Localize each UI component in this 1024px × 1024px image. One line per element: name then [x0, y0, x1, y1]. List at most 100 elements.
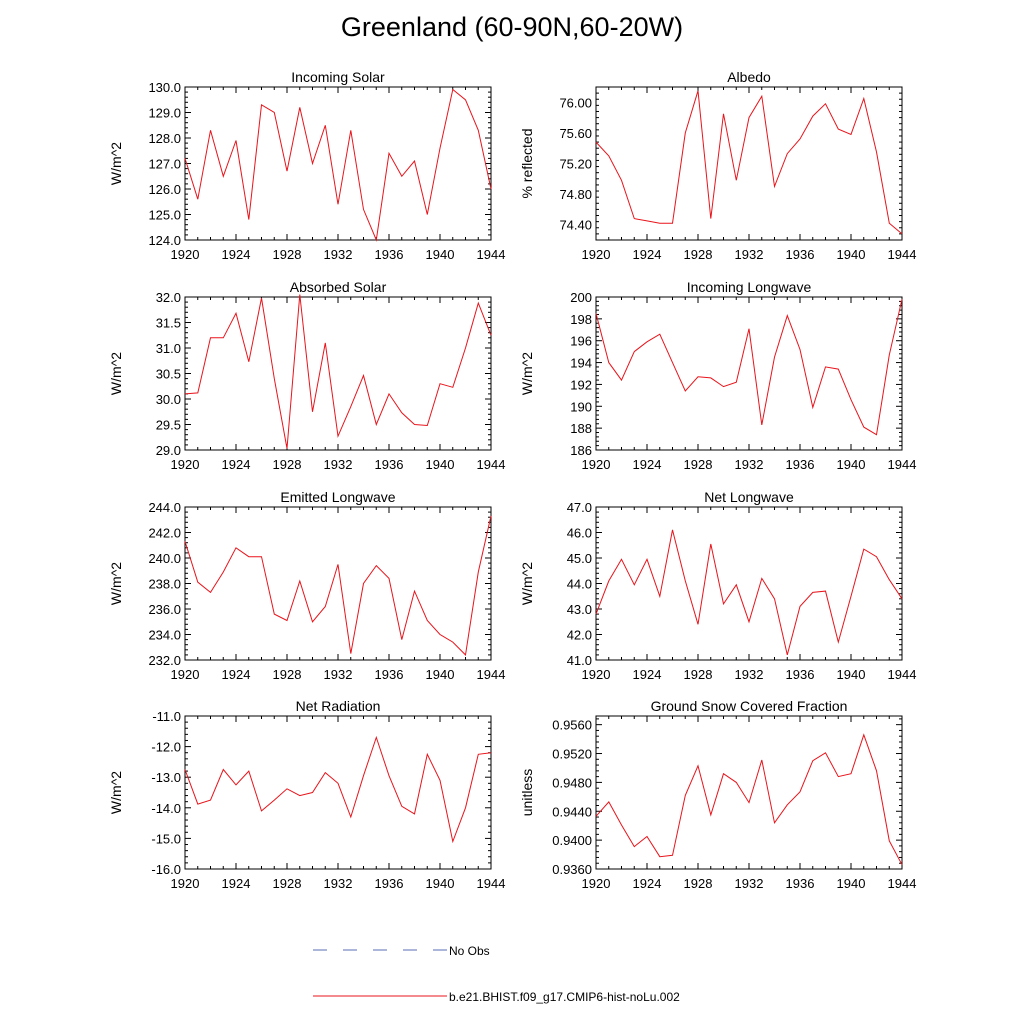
- y-axis-label: W/m^2: [108, 771, 124, 814]
- model-series-line: [184, 88, 492, 242]
- x-tick-label: 1920: [582, 457, 611, 472]
- legend-model-label: b.e21.BHIST.f09_g17.CMIP6-hist-noLu.002: [449, 990, 680, 1004]
- panel-2: 1920 1924 1928 1932 1936 1940 1944 74.40 74.80 75…: [519, 69, 916, 262]
- y-tick-label: -15.0: [151, 831, 181, 846]
- x-tick-label: 1932: [735, 876, 764, 891]
- panel-6: 1920 1924 1928 1932 1936 1940 1944 41.0 42.0 43.0…: [519, 489, 916, 682]
- y-tick-label: 190: [570, 399, 592, 414]
- y-tick-label: -12.0: [151, 740, 181, 755]
- x-tick-label: 1940: [837, 667, 866, 682]
- panel-title: Emitted Longwave: [280, 489, 395, 505]
- x-tick-label: 1924: [633, 876, 662, 891]
- x-tick-label: 1944: [888, 667, 917, 682]
- x-tick-label: 1924: [633, 667, 662, 682]
- y-tick-label: 196: [570, 334, 592, 349]
- x-tick-label: 1936: [375, 876, 404, 891]
- panel-7: 1920 1924 1928 1932 1936 1940 1944 -16.0 -15.0 -1…: [108, 698, 505, 891]
- panel-title: Incoming Longwave: [687, 279, 812, 295]
- x-tick-label: 1932: [324, 247, 353, 262]
- x-tick-label: 1928: [684, 876, 713, 891]
- x-tick-label: 1936: [786, 876, 815, 891]
- x-tick-label: 1944: [477, 667, 506, 682]
- y-tick-label: 128.0: [148, 131, 181, 146]
- y-tick-label: 194: [570, 356, 592, 371]
- y-axis-label: unitless: [519, 769, 535, 816]
- x-tick-label: 1936: [786, 457, 815, 472]
- y-tick-label: 130.0: [148, 80, 181, 95]
- x-tick-label: 1920: [582, 247, 611, 262]
- plot-frame: [595, 296, 903, 451]
- x-tick-label: 1928: [684, 457, 713, 472]
- y-tick-label: 31.0: [156, 341, 181, 356]
- panel-title: Albedo: [727, 69, 771, 85]
- x-tick-label: 1936: [375, 457, 404, 472]
- y-tick-label: 234.0: [148, 628, 181, 643]
- y-tick-label: 30.5: [156, 367, 181, 382]
- x-tick-label: 1932: [324, 457, 353, 472]
- x-tick-label: 1936: [786, 667, 815, 682]
- panel-title: Incoming Solar: [291, 69, 385, 85]
- y-tick-label: 0.9360: [552, 862, 592, 877]
- x-tick-label: 1940: [837, 247, 866, 262]
- plot-frame: [595, 506, 903, 661]
- x-tick-label: 1928: [273, 457, 302, 472]
- x-tick-label: 1920: [582, 876, 611, 891]
- plot-frame: [184, 715, 492, 870]
- y-tick-label: -13.0: [151, 770, 181, 785]
- y-tick-label: 30.0: [156, 392, 181, 407]
- x-tick-label: 1944: [888, 457, 917, 472]
- y-tick-label: 236.0: [148, 602, 181, 617]
- y-tick-label: 41.0: [567, 653, 592, 668]
- x-tick-label: 1940: [426, 247, 455, 262]
- plot-frame: [595, 715, 903, 870]
- panel-4: 1920 1924 1928 1932 1936 1940 1944 186 188 190 192…: [519, 279, 916, 472]
- y-tick-label: 44.0: [567, 577, 592, 592]
- x-tick-label: 1940: [837, 876, 866, 891]
- x-tick-label: 1924: [222, 876, 251, 891]
- x-tick-label: 1928: [684, 247, 713, 262]
- y-tick-label: 31.5: [156, 316, 181, 331]
- y-tick-label: 129.0: [148, 106, 181, 121]
- y-tick-label: 240.0: [148, 551, 181, 566]
- y-tick-label: 188: [570, 421, 592, 436]
- figure-title: Greenland (60-90N,60-20W): [340, 12, 684, 42]
- y-tick-label: 76.00: [559, 95, 592, 110]
- x-tick-label: 1932: [324, 667, 353, 682]
- plot-frame: [595, 86, 903, 241]
- y-tick-label: 0.9480: [552, 775, 592, 790]
- panel-8: 1920 1924 1928 1932 1936 1940 1944 0.9360 0.9400…: [519, 698, 916, 891]
- y-tick-label: 32.0: [156, 290, 181, 305]
- x-tick-label: 1932: [735, 667, 764, 682]
- y-tick-label: 0.9440: [552, 804, 592, 819]
- x-tick-label: 1924: [222, 247, 251, 262]
- plot-frame: [184, 296, 492, 451]
- x-tick-label: 1932: [735, 247, 764, 262]
- y-tick-label: 45.0: [567, 551, 592, 566]
- y-tick-label: 0.9560: [552, 718, 592, 733]
- y-tick-label: 0.9400: [552, 833, 592, 848]
- plot-frame: [184, 86, 492, 241]
- y-tick-label: 47.0: [567, 500, 592, 515]
- model-series-line: [184, 735, 492, 844]
- x-tick-label: 1924: [633, 457, 662, 472]
- y-tick-label: -16.0: [151, 862, 181, 877]
- y-tick-label: 42.0: [567, 628, 592, 643]
- x-tick-label: 1924: [222, 667, 251, 682]
- x-tick-label: 1940: [426, 667, 455, 682]
- y-axis-label: W/m^2: [108, 352, 124, 395]
- panel-3: 1920 1924 1928 1932 1936 1940 1944 29.0 29.5 30.0…: [108, 279, 505, 472]
- x-tick-label: 1940: [426, 876, 455, 891]
- x-tick-label: 1940: [426, 457, 455, 472]
- x-tick-label: 1920: [582, 667, 611, 682]
- y-tick-label: 75.20: [559, 157, 592, 172]
- x-tick-label: 1944: [888, 247, 917, 262]
- y-axis-label: W/m^2: [519, 562, 535, 605]
- x-tick-label: 1932: [735, 457, 764, 472]
- y-tick-label: 74.80: [559, 187, 592, 202]
- y-tick-label: 244.0: [148, 500, 181, 515]
- y-axis-label: W/m^2: [108, 142, 124, 185]
- x-tick-label: 1928: [273, 876, 302, 891]
- x-tick-label: 1920: [171, 667, 200, 682]
- panel-1: 1920 1924 1928 1932 1936 1940 1944 124.0 125.0 12…: [108, 69, 505, 262]
